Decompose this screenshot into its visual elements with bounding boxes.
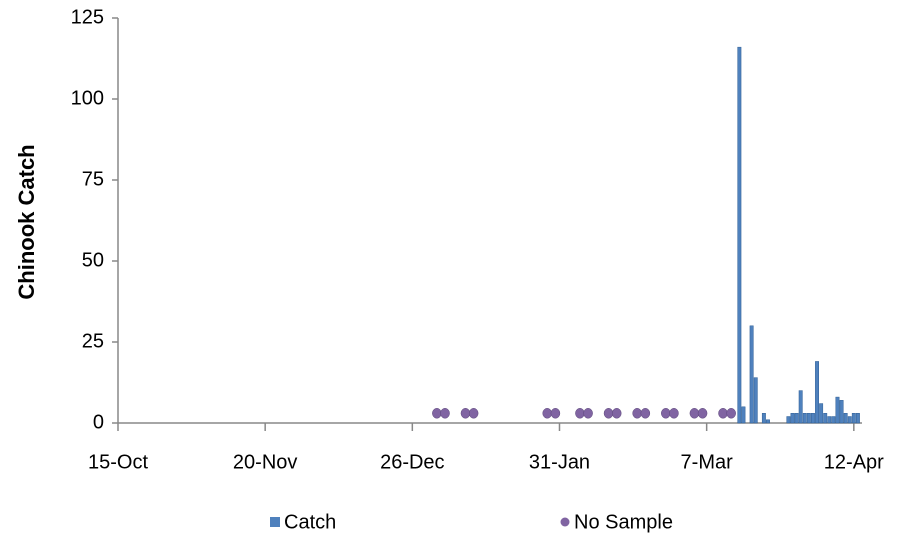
x-tick-label: 12-Apr bbox=[824, 451, 884, 473]
bar bbox=[831, 416, 836, 424]
bar bbox=[839, 400, 844, 424]
no-sample-marker bbox=[726, 408, 736, 419]
bar bbox=[802, 413, 807, 424]
bar bbox=[855, 413, 860, 424]
bar bbox=[827, 416, 832, 424]
bar bbox=[806, 413, 811, 424]
bar bbox=[790, 413, 795, 424]
no-sample-marker bbox=[697, 408, 708, 419]
legend-label: No Sample bbox=[574, 511, 673, 533]
bar bbox=[753, 377, 758, 424]
no-sample-marker bbox=[542, 408, 552, 419]
y-tick-label: 100 bbox=[71, 87, 104, 109]
y-tick-label: 50 bbox=[82, 249, 104, 271]
x-tick-label: 26-Dec bbox=[380, 451, 444, 473]
no-sample-marker bbox=[583, 408, 593, 419]
no-sample-marker bbox=[718, 408, 728, 419]
bar bbox=[835, 396, 840, 424]
no-sample-marker bbox=[575, 408, 585, 419]
bar bbox=[819, 403, 824, 424]
bar bbox=[749, 325, 754, 424]
no-sample-marker bbox=[669, 408, 679, 419]
no-sample-marker bbox=[440, 408, 450, 419]
x-tick-label: 31-Jan bbox=[529, 451, 590, 473]
x-tick-label: 7-Mar bbox=[681, 451, 734, 473]
bar bbox=[786, 416, 791, 424]
bar bbox=[815, 361, 819, 424]
bar bbox=[798, 390, 803, 424]
x-tick-label: 20-Nov bbox=[233, 451, 297, 473]
bar bbox=[741, 406, 746, 424]
bar bbox=[851, 413, 856, 424]
y-tick-label: 25 bbox=[82, 330, 104, 352]
y-tick-label: 75 bbox=[82, 168, 104, 190]
no-sample-marker bbox=[468, 408, 479, 419]
legend-label: Catch bbox=[284, 511, 336, 533]
no-sample-marker bbox=[432, 408, 442, 419]
bar bbox=[766, 419, 770, 424]
no-sample-marker bbox=[611, 408, 622, 419]
bar bbox=[843, 413, 848, 424]
bar bbox=[761, 413, 766, 424]
no-sample-marker bbox=[460, 408, 471, 419]
no-sample-marker bbox=[661, 408, 671, 419]
x-tick-label: 15-Oct bbox=[88, 451, 148, 473]
y-tick-label: 125 bbox=[71, 6, 104, 28]
bar bbox=[847, 416, 852, 424]
legend-marker bbox=[560, 517, 570, 527]
no-sample-marker bbox=[689, 408, 700, 419]
bar bbox=[810, 413, 815, 424]
y-tick-label: 0 bbox=[93, 411, 104, 433]
bar bbox=[737, 46, 742, 424]
bar bbox=[794, 413, 799, 424]
no-sample-marker bbox=[603, 408, 614, 419]
legend-marker bbox=[270, 517, 280, 527]
no-sample-marker bbox=[632, 408, 642, 419]
no-sample-marker bbox=[550, 408, 561, 419]
bar bbox=[823, 413, 828, 424]
no-sample-marker bbox=[640, 408, 651, 419]
y-axis-title: Chinook Catch bbox=[14, 144, 39, 299]
